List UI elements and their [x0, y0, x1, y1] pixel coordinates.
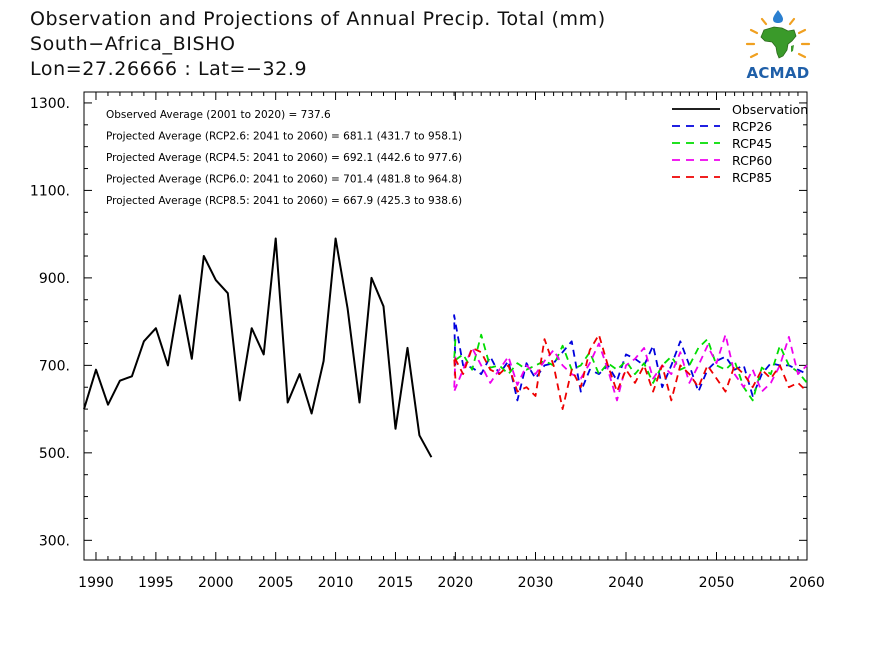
- africa-sun-logo: ACMAD: [738, 8, 818, 84]
- annotation-text: Projected Average (RCP8.5: 2041 to 2060)…: [106, 195, 462, 207]
- y-tick-label: 300.: [39, 533, 70, 549]
- series-line-rcp45: [453, 333, 808, 402]
- x-tick-label: 2040: [608, 575, 644, 591]
- annotation-text: Projected Average (RCP2.6: 2041 to 2060)…: [106, 131, 462, 143]
- x-tick-label: 2015: [378, 575, 414, 591]
- x-tick-label: 2005: [258, 575, 294, 591]
- plot-frame: [83, 91, 808, 561]
- chart-title: Observation and Projections of Annual Pr…: [30, 8, 606, 30]
- x-tick-label: 2050: [699, 575, 735, 591]
- legend-label: RCP26: [732, 119, 772, 134]
- acmad-logo-text: ACMAD: [746, 64, 810, 82]
- annotation-text: Projected Average (RCP6.0: 2041 to 2060)…: [106, 174, 462, 186]
- series-line-rcp60: [453, 333, 808, 402]
- y-tick-label: 900.: [39, 271, 70, 287]
- y-tick-label: 1100.: [30, 183, 70, 199]
- y-tick-label: 700.: [39, 358, 70, 374]
- legend-label: Observation: [732, 102, 808, 117]
- series-line-rcp85: [453, 333, 808, 411]
- legend-label: RCP60: [732, 153, 772, 168]
- annotation-text: Observed Average (2001 to 2020) = 737.6: [106, 109, 331, 121]
- x-tick-label: 2030: [518, 575, 554, 591]
- africa-sun-icon: [745, 10, 811, 59]
- x-tick-label: 1990: [78, 575, 114, 591]
- x-tick-label: 2020: [438, 575, 474, 591]
- series-line-observation: [83, 237, 433, 458]
- legend-label: RCP45: [732, 136, 772, 151]
- location-name: South−Africa_BISHO: [30, 33, 236, 55]
- series-line-rcp26: [453, 314, 808, 402]
- location-coordinates: Lon=27.26666 : Lat=−32.9: [30, 58, 308, 80]
- x-tick-label: 1995: [138, 575, 174, 591]
- y-tick-label: 1300.: [30, 96, 70, 112]
- x-tick-label: 2000: [198, 575, 234, 591]
- y-tick-label: 500.: [39, 446, 70, 462]
- annotation-text: Projected Average (RCP4.5: 2041 to 2060)…: [106, 152, 462, 164]
- x-tick-label: 2060: [789, 575, 825, 591]
- legend-label: RCP85: [732, 170, 772, 185]
- x-tick-label: 2010: [318, 575, 354, 591]
